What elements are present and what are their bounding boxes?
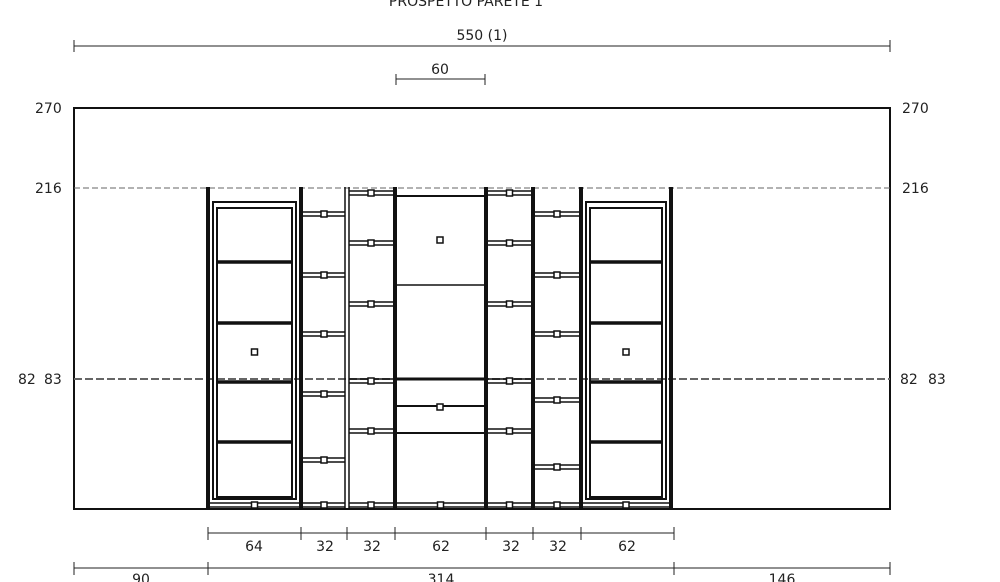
height-label-left-82: 82 [18,372,36,388]
knob-icon [367,377,375,385]
width-label-3: 32 [363,539,381,555]
knob-icon [553,501,561,509]
knob-icon [553,330,561,338]
knob-icon [505,501,514,509]
knob-icon [553,210,561,218]
knob-icon [320,330,328,338]
width-label-7: 62 [618,539,636,555]
height-label-left-216: 216 [35,181,62,197]
height-label-left-83: 83 [44,372,62,388]
knob-icon [320,390,328,398]
knob-icon [320,501,328,509]
knob-icon [367,427,375,435]
width-label-6: 32 [549,539,567,555]
bottom-width-label-1: 90 [132,572,150,582]
wall-unit [206,187,673,509]
knob-icon [505,377,514,385]
overall-width-label: 550 (1) [456,28,507,44]
knob-icon [622,348,630,356]
width-label-1: 64 [245,539,263,555]
top-segment-dimension [395,74,486,85]
knob-icon [622,501,630,509]
height-label-right-82: 82 [900,372,918,388]
cabinet-frame [212,201,297,500]
top-segment-label: 60 [431,62,449,78]
width-label-4: 62 [432,539,450,555]
height-label-right-83: 83 [928,372,946,388]
cabinet-door [589,207,663,498]
knob-icon [250,348,259,356]
module-width-dimensions [73,527,891,575]
knob-icon [367,239,375,247]
cabinet-frame [585,201,667,500]
knob-icon [505,427,514,435]
height-label-right-270: 270 [902,101,929,117]
knob-icon [320,210,328,218]
width-label-5: 32 [502,539,520,555]
knob-icon [250,501,259,509]
knob-icon [367,300,375,308]
height-label-left-270: 270 [35,101,62,117]
drawing-title: PROSPETTO PARETE 1 [389,0,543,10]
width-label-2: 32 [316,539,334,555]
knob-icon [320,271,328,279]
knob-icon [436,501,445,509]
height-label-right-216: 216 [902,181,929,197]
wall-outline [73,107,891,510]
knob-icon [553,271,561,279]
knob-icon [505,189,514,197]
knob-icon [505,300,514,308]
bottom-width-label-3: 146 [769,572,796,582]
bottom-width-label-2: 314 [428,572,455,582]
overall-width-dimension [73,40,891,52]
knob-icon [505,239,514,247]
knob-icon [367,501,375,509]
knob-icon [553,463,561,471]
knob-icon [553,396,561,404]
knob-icon [436,236,444,244]
knob-icon [436,403,444,411]
knob-icon [367,189,375,197]
knob-icon [320,456,328,464]
cabinet-door [216,207,293,498]
